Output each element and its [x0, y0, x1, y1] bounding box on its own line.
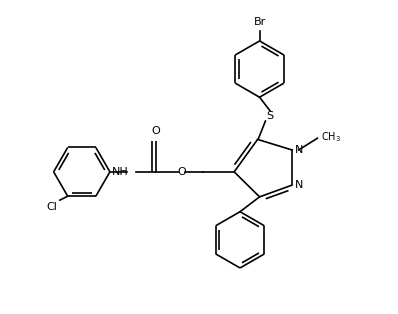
Text: O: O: [152, 126, 160, 136]
Text: CH$_3$: CH$_3$: [321, 131, 341, 144]
Text: O: O: [177, 167, 186, 177]
Text: N: N: [295, 180, 303, 190]
Text: NH: NH: [112, 167, 129, 177]
Text: N: N: [295, 145, 303, 155]
Text: Cl: Cl: [46, 202, 57, 212]
Text: S: S: [267, 111, 274, 121]
Text: Br: Br: [254, 17, 266, 27]
